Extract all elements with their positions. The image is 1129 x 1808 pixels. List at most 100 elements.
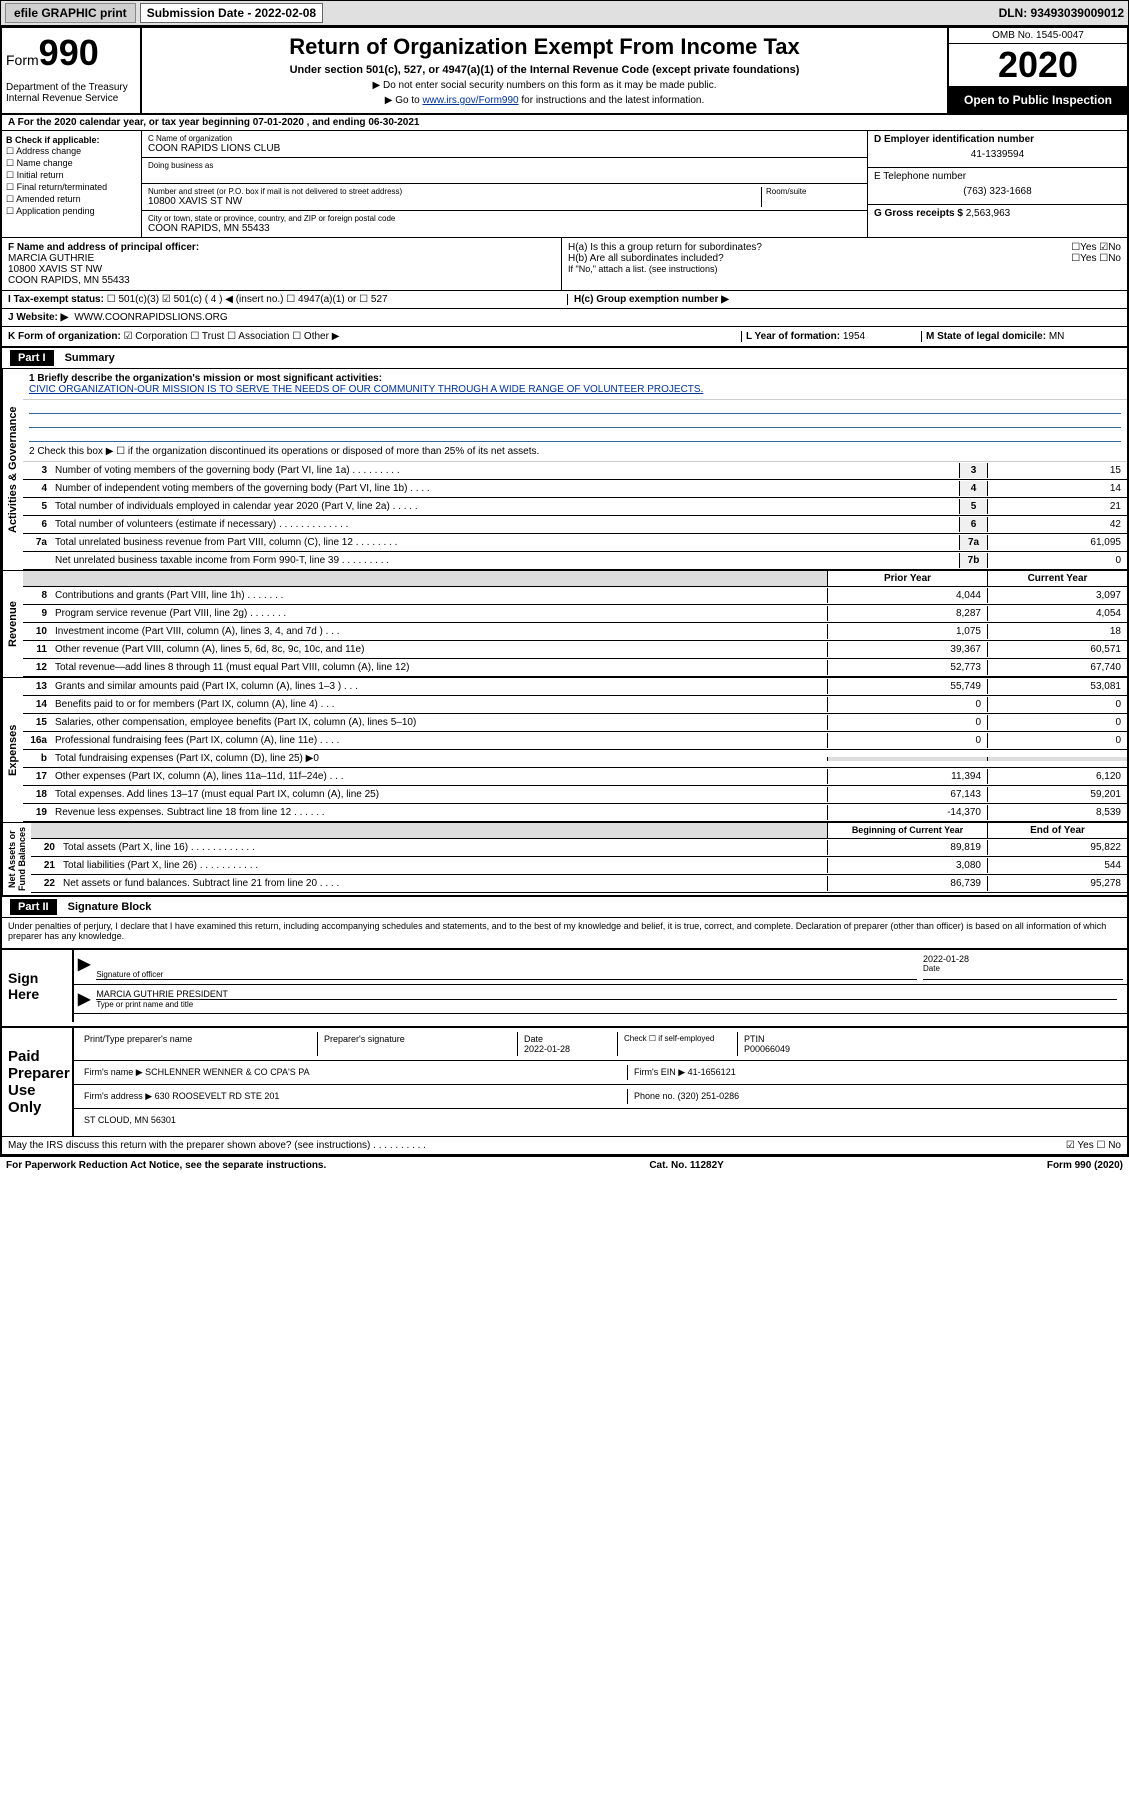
addr-label: Number and street (or P.O. box if mail i… (148, 187, 761, 196)
efile-header: efile GRAPHIC print Submission Date - 20… (0, 0, 1129, 26)
sig-date-label: Date (923, 964, 1123, 973)
part1-title: Summary (65, 352, 115, 364)
firm-ein: 41-1656121 (688, 1067, 736, 1077)
form-number-block: Form990 Department of the Treasury Inter… (2, 28, 142, 113)
ha-answer: ☐Yes ☑No (1071, 242, 1121, 253)
firm-addr1: 630 ROOSEVELT RD STE 201 (155, 1091, 280, 1101)
vtext-netassets: Net Assets orFund Balances (2, 823, 31, 895)
website-label: J Website: ▶ (8, 312, 68, 323)
prep-date-label: Date (524, 1034, 543, 1044)
line2-checkbox: 2 Check this box ▶ ☐ if the organization… (23, 442, 1127, 462)
domicile-label: M State of legal domicile: (926, 331, 1046, 342)
arrow-icon: ▶ (78, 954, 90, 980)
city-label: City or town, state or province, country… (148, 214, 861, 223)
footer-form: Form 990 (2020) (1047, 1160, 1123, 1171)
vtext-expenses: Expenses (2, 678, 23, 822)
hb-question: H(b) Are all subordinates included? (568, 253, 724, 264)
tel-label: E Telephone number (874, 171, 1121, 182)
form-990: 990 (39, 32, 99, 73)
ha-question: H(a) Is this a group return for subordin… (568, 242, 762, 253)
hb-note: If "No," attach a list. (see instruction… (568, 264, 1121, 274)
officer-addr1: 10800 XAVIS ST NW (8, 264, 555, 275)
firm-name-label: Firm's name ▶ (84, 1067, 143, 1077)
firm-name: SCHLENNER WENNER & CO CPA'S PA (145, 1067, 309, 1077)
sig-date: 2022-01-28 (923, 954, 1123, 964)
part1-header: Part I (10, 350, 54, 366)
tax-exempt-label: I Tax-exempt status: (8, 294, 104, 305)
cb-address[interactable]: ☐ Address change (6, 146, 137, 157)
cb-pending[interactable]: ☐ Application pending (6, 206, 137, 217)
gross-value: 2,563,963 (966, 208, 1011, 219)
part2-title: Signature Block (68, 901, 152, 913)
col-b-checkboxes: B Check if applicable: ☐ Address change … (2, 131, 142, 237)
self-emp-label: Check ☐ if self-employed (618, 1032, 738, 1056)
prep-date: 2022-01-28 (524, 1044, 570, 1054)
website-value: WWW.COONRAPIDSLIONS.ORG (74, 312, 227, 323)
prep-sig-label: Preparer's signature (318, 1032, 518, 1056)
omb-number: OMB No. 1545-0047 (949, 28, 1127, 44)
row-a-tax-year: A For the 2020 calendar year, or tax yea… (2, 115, 1127, 131)
officer-name: MARCIA GUTHRIE (8, 253, 555, 264)
tax-year: 2020 (949, 44, 1127, 87)
form-title: Return of Organization Exempt From Incom… (148, 34, 941, 60)
hc-label: H(c) Group exemption number ▶ (574, 294, 729, 305)
sig-name-label: Type or print name and title (96, 1000, 1117, 1009)
instr-ssn: ▶ Do not enter social security numbers o… (148, 80, 941, 91)
discuss-answer: ☑ Yes ☐ No (1066, 1140, 1121, 1151)
footer-left: For Paperwork Reduction Act Notice, see … (6, 1160, 326, 1171)
vtext-revenue: Revenue (2, 571, 23, 677)
year-formation: 1954 (843, 331, 865, 342)
efile-label: efile GRAPHIC print (5, 3, 136, 23)
part2-header: Part II (10, 899, 57, 915)
dln: DLN: 93493039009012 (999, 6, 1124, 20)
org-name: COON RAPIDS LIONS CLUB (148, 143, 861, 154)
officer-label: F Name and address of principal officer: (8, 242, 555, 253)
ptin-label: PTIN (744, 1034, 765, 1044)
hb-answer: ☐Yes ☐No (1071, 253, 1121, 264)
irs-link[interactable]: www.irs.gov/Form990 (422, 95, 518, 106)
open-public: Open to Public Inspection (949, 87, 1127, 113)
beg-year-hdr: Beginning of Current Year (827, 823, 987, 838)
dba-label: Doing business as (148, 161, 861, 170)
phone-label: Phone no. (634, 1091, 675, 1101)
room-label: Room/suite (766, 187, 861, 196)
cb-final[interactable]: ☐ Final return/terminated (6, 182, 137, 193)
paid-prep-label: Paid Preparer Use Only (2, 1028, 72, 1136)
ein-label: D Employer identification number (874, 134, 1121, 145)
domicile-value: MN (1049, 331, 1065, 342)
col-b-label: B Check if applicable: (6, 135, 137, 145)
vtext-governance: Activities & Governance (2, 369, 23, 570)
sign-here-label: Sign Here (2, 950, 72, 1022)
mission-label: 1 Briefly describe the organization's mi… (29, 373, 1121, 384)
cb-name[interactable]: ☐ Name change (6, 158, 137, 169)
penalty-text: Under penalties of perjury, I declare th… (2, 918, 1127, 944)
submission-date: Submission Date - 2022-02-08 (140, 3, 323, 23)
discuss-question: May the IRS discuss this return with the… (8, 1140, 426, 1151)
gross-label: G Gross receipts $ (874, 208, 963, 219)
ptin-value: P00066049 (744, 1044, 790, 1054)
form-word: Form (6, 52, 39, 68)
mission-text: CIVIC ORGANIZATION-OUR MISSION IS TO SER… (29, 384, 1121, 395)
cb-amended[interactable]: ☐ Amended return (6, 194, 137, 205)
phone-value: (320) 251-0286 (678, 1091, 740, 1101)
city-state-zip: COON RAPIDS, MN 55433 (148, 223, 861, 234)
firm-ein-label: Firm's EIN ▶ (634, 1067, 685, 1077)
end-year-hdr: End of Year (987, 823, 1127, 838)
year-formation-label: L Year of formation: (746, 331, 840, 342)
street-address: 10800 XAVIS ST NW (148, 196, 761, 207)
prep-name-label: Print/Type preparer's name (78, 1032, 318, 1056)
sig-name: MARCIA GUTHRIE PRESIDENT (96, 989, 1117, 1000)
arrow-icon-2: ▶ (78, 989, 90, 1009)
instr-link: ▶ Go to www.irs.gov/Form990 for instruct… (148, 95, 941, 106)
instr-post: for instructions and the latest informat… (519, 95, 705, 106)
dept-treasury: Department of the Treasury Internal Reve… (6, 82, 136, 104)
sig-officer-label: Signature of officer (96, 970, 917, 979)
ein-value: 41-1339594 (874, 145, 1121, 164)
form-org-label: K Form of organization: (8, 331, 121, 342)
form-subtitle: Under section 501(c), 527, or 4947(a)(1)… (148, 64, 941, 76)
org-name-label: C Name of organization (148, 134, 861, 143)
form-org-opts: ☑ Corporation ☐ Trust ☐ Association ☐ Ot… (124, 331, 340, 342)
current-year-hdr: Current Year (987, 571, 1127, 586)
cb-initial[interactable]: ☐ Initial return (6, 170, 137, 181)
prior-year-hdr: Prior Year (827, 571, 987, 586)
